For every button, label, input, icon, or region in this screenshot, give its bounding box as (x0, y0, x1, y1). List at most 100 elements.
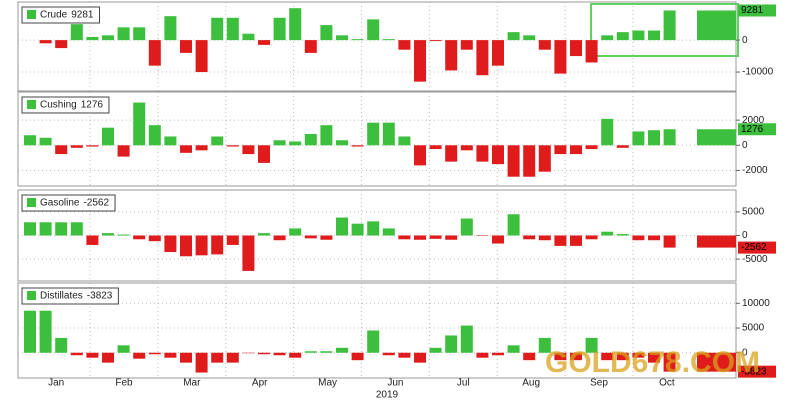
bar (663, 129, 676, 146)
bar (226, 17, 239, 41)
y-tick-label: 2000 (742, 115, 765, 126)
bar (492, 352, 504, 356)
legend-box (21, 96, 110, 114)
y-tick-label: 0 (742, 230, 748, 241)
bar (648, 30, 660, 41)
panel-frame (17, 282, 737, 379)
bar (663, 352, 676, 372)
bar (258, 352, 270, 355)
bar (648, 130, 660, 146)
bar (226, 145, 239, 147)
bar (570, 235, 582, 246)
bar (663, 10, 676, 41)
bar (320, 235, 333, 240)
bar (195, 235, 208, 256)
y-tick-label: 5000 (742, 207, 765, 218)
bar (538, 145, 551, 172)
bar (148, 235, 161, 242)
bar (180, 40, 192, 53)
bar (320, 25, 333, 41)
bar (133, 102, 146, 146)
bar (39, 310, 52, 353)
bar (117, 234, 130, 236)
bar (70, 24, 83, 41)
bar (585, 40, 598, 63)
bar (445, 235, 458, 240)
x-tick-label: Oct (659, 378, 675, 389)
legend-value: 1276 (81, 100, 104, 111)
bar (554, 40, 567, 74)
legend-swatch (27, 100, 36, 109)
bar (585, 337, 598, 353)
bar (195, 40, 208, 73)
bar (164, 352, 177, 358)
latest-bar (697, 235, 736, 248)
latest-bar (697, 352, 736, 372)
bar (476, 40, 489, 76)
bar (180, 352, 192, 363)
bar (414, 145, 426, 166)
bar (367, 330, 380, 353)
bar (289, 8, 302, 41)
latest-label-box (738, 123, 776, 136)
bar (492, 145, 504, 165)
y-tick-label: 0 (742, 140, 748, 151)
latest-label-box (738, 241, 776, 254)
bar (382, 122, 395, 146)
bar (195, 145, 208, 151)
y-tick-label: -10000 (742, 67, 774, 78)
bar (632, 30, 645, 41)
bar (616, 145, 629, 148)
bar (70, 352, 83, 356)
bar (632, 235, 645, 241)
bar (258, 233, 270, 236)
bar (273, 235, 286, 241)
latest-label-box (738, 365, 776, 378)
bar (601, 118, 614, 146)
bar (414, 235, 426, 240)
bar (538, 337, 551, 353)
latest-label: -2562 (741, 242, 767, 253)
bar (133, 352, 146, 359)
y-tick-label: 0 (742, 35, 748, 46)
bar (86, 352, 99, 358)
bar (382, 352, 395, 356)
bar (55, 222, 68, 236)
x-tick-label: Jan (48, 378, 64, 389)
bar (476, 145, 489, 162)
x-tick-label: Jun (387, 378, 403, 389)
bar (429, 347, 442, 353)
bar (445, 335, 458, 353)
bar (117, 27, 130, 41)
bar (164, 136, 177, 146)
bar (336, 217, 348, 236)
bar (476, 352, 489, 358)
watermark: GOLD678.COM (545, 346, 760, 379)
bar (554, 145, 567, 155)
legend-label: Cushing (40, 100, 77, 111)
y-tick-label: 5000 (742, 323, 765, 334)
bar (211, 17, 224, 41)
bar (398, 352, 411, 358)
x-tick-label: Jul (457, 378, 470, 389)
legend-swatch (27, 10, 36, 19)
bar (570, 40, 582, 57)
bar (258, 145, 270, 163)
bar (24, 310, 36, 353)
bar (164, 235, 177, 253)
bar (648, 235, 660, 241)
bar (289, 352, 302, 358)
bar (133, 235, 146, 240)
bar (242, 145, 255, 155)
bar (523, 35, 536, 41)
bar (148, 40, 161, 66)
bar (601, 231, 614, 236)
bar (460, 325, 473, 353)
legend-label: Crude (40, 10, 68, 21)
y-tick-label: -2000 (742, 165, 768, 176)
bar (211, 352, 224, 363)
bar (351, 223, 364, 236)
bar (304, 133, 317, 146)
bar (117, 145, 130, 157)
y-tick-label: -5000 (742, 254, 768, 265)
